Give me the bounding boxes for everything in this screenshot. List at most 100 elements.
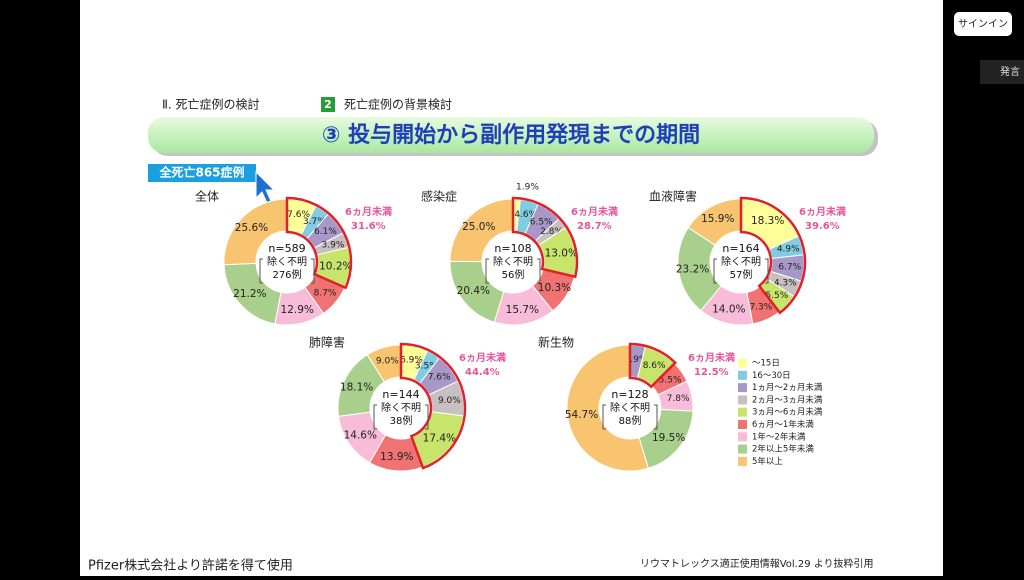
value-label: 8.7% bbox=[314, 288, 337, 298]
legend-swatch bbox=[738, 395, 747, 405]
center-text: 除く不明 bbox=[267, 255, 307, 268]
highlight-value: 44.4% bbox=[465, 367, 500, 378]
legend-label: 5年以上 bbox=[752, 456, 783, 467]
center-text: 88例 bbox=[619, 414, 642, 427]
value-label: 6.5% bbox=[530, 217, 553, 227]
value-label: 5.5% bbox=[765, 291, 788, 301]
highlight-label: 6ヵ月未満 bbox=[688, 351, 735, 364]
slide bbox=[80, 0, 943, 576]
value-label: 6.7% bbox=[778, 262, 801, 272]
center-text: 57例 bbox=[730, 268, 753, 281]
center-text: 除く不明 bbox=[381, 401, 421, 414]
center-text: n=589 bbox=[268, 242, 305, 255]
highlight-outline bbox=[399, 342, 467, 470]
legend-label: 3ヵ月～6ヵ月未満 bbox=[752, 407, 823, 418]
chart-title: 血液障害 bbox=[649, 189, 697, 204]
highlight-label: 6ヵ月未満 bbox=[345, 205, 392, 218]
legend-swatch bbox=[738, 407, 747, 417]
sign-in-button[interactable] bbox=[954, 12, 1012, 36]
value-label: 19.5% bbox=[652, 432, 685, 444]
center-text: n=108 bbox=[494, 242, 531, 255]
center-text: 除く不明 bbox=[493, 255, 533, 268]
value-label: 20.4% bbox=[457, 285, 490, 297]
chart-title: 全体 bbox=[195, 189, 219, 204]
legend-label: 2年以上5年未満 bbox=[752, 444, 814, 455]
value-label: 3.5% bbox=[415, 362, 438, 372]
bracket bbox=[602, 404, 658, 430]
value-label: 54.7% bbox=[565, 409, 598, 421]
legend-label: 2ヵ月～3ヵ月未満 bbox=[752, 394, 823, 405]
value-label: 7.6% bbox=[428, 373, 451, 383]
value-label: 15.9% bbox=[701, 213, 734, 225]
highlight-label: 6ヵ月未満 bbox=[459, 351, 506, 364]
legend-label: 1ヵ月～2ヵ月未満 bbox=[752, 382, 823, 393]
legend-label: ～15日 bbox=[752, 359, 780, 369]
center-text: 除く不明 bbox=[610, 401, 650, 414]
value-label: 12.9% bbox=[281, 304, 314, 316]
legend-swatch bbox=[738, 444, 747, 454]
legend-label: 16～30日 bbox=[752, 371, 791, 381]
bracket bbox=[713, 258, 769, 284]
title-band bbox=[148, 117, 874, 153]
slice bbox=[566, 344, 649, 472]
value-label: 9.0% bbox=[376, 356, 399, 366]
value-label: 25.6% bbox=[235, 222, 268, 234]
center-text: 276例 bbox=[272, 268, 301, 281]
chart-title: 新生物 bbox=[538, 335, 574, 350]
bracket bbox=[373, 404, 429, 430]
center-text: n=128 bbox=[611, 388, 648, 401]
legend-swatch bbox=[738, 432, 747, 442]
center-text: 除く不明 bbox=[721, 255, 761, 268]
badge-box bbox=[148, 164, 256, 182]
sub-title: 死亡症例の背景検討 bbox=[344, 97, 452, 112]
value-label: 6.1% bbox=[314, 227, 337, 237]
legend-swatch bbox=[738, 358, 747, 368]
value-label: 4.6% bbox=[514, 210, 537, 220]
bracket bbox=[259, 258, 315, 284]
value-label: 3.9% bbox=[322, 240, 345, 250]
highlight-outline bbox=[511, 196, 579, 279]
value-label: 7.6% bbox=[287, 210, 310, 220]
value-label: 14.6% bbox=[344, 429, 377, 441]
sign-in-label[interactable]: サインイン bbox=[958, 18, 1008, 30]
sub-number: 2 bbox=[324, 98, 332, 111]
value-label: 10.2% bbox=[319, 260, 352, 272]
value-label: 25.0% bbox=[462, 221, 495, 233]
highlight-label: 6ヵ月未満 bbox=[799, 205, 846, 218]
chart-title: 感染症 bbox=[421, 189, 457, 204]
legend-label: 1年～2年未満 bbox=[752, 431, 806, 442]
value-label: 23.2% bbox=[676, 263, 709, 275]
value-label: 21.2% bbox=[233, 288, 266, 300]
chart-title: 肺障害 bbox=[309, 335, 345, 350]
legend-swatch bbox=[738, 420, 747, 429]
slide-title: ③ 投与開始から副作用発現までの期間 bbox=[322, 122, 700, 148]
legend-swatch bbox=[738, 456, 747, 466]
value-label: 13.9% bbox=[380, 451, 413, 463]
value-label: 8.6% bbox=[643, 361, 666, 371]
center-text: 56例 bbox=[502, 268, 525, 281]
highlight-outline bbox=[739, 196, 807, 315]
section: Ⅱ. 死亡症例の検討 bbox=[162, 97, 260, 112]
value-label: 10.3% bbox=[538, 282, 571, 294]
speak-label[interactable]: 発言 bbox=[1000, 65, 1020, 78]
value-label: 14.0% bbox=[712, 303, 745, 315]
badge: 全死亡865症例 bbox=[158, 165, 244, 180]
legend-label: 6ヵ月～1年未満 bbox=[752, 419, 814, 430]
highlight-value: 28.7% bbox=[577, 221, 612, 232]
value-label: 15.7% bbox=[506, 304, 539, 316]
value-label: 18.3% bbox=[751, 215, 784, 227]
footer-right: リウマトレックス適正使用情報Vol.29 より抜粋引用 bbox=[640, 557, 874, 570]
highlight-label: 6ヵ月未満 bbox=[571, 205, 618, 218]
speak-button[interactable] bbox=[980, 60, 1024, 84]
value-label: 5.5% bbox=[659, 375, 682, 385]
bracket bbox=[485, 258, 541, 284]
footer-left: Pfizer株式会社より許諾を得て使用 bbox=[88, 558, 293, 574]
value-label: 3.7% bbox=[303, 217, 326, 227]
value-label: 7.3% bbox=[749, 302, 772, 312]
value-label: 4.3% bbox=[774, 279, 797, 289]
value-label: 1.9% bbox=[516, 183, 539, 193]
value-label: 3.9% bbox=[625, 355, 648, 365]
highlight-value: 31.6% bbox=[351, 221, 386, 232]
